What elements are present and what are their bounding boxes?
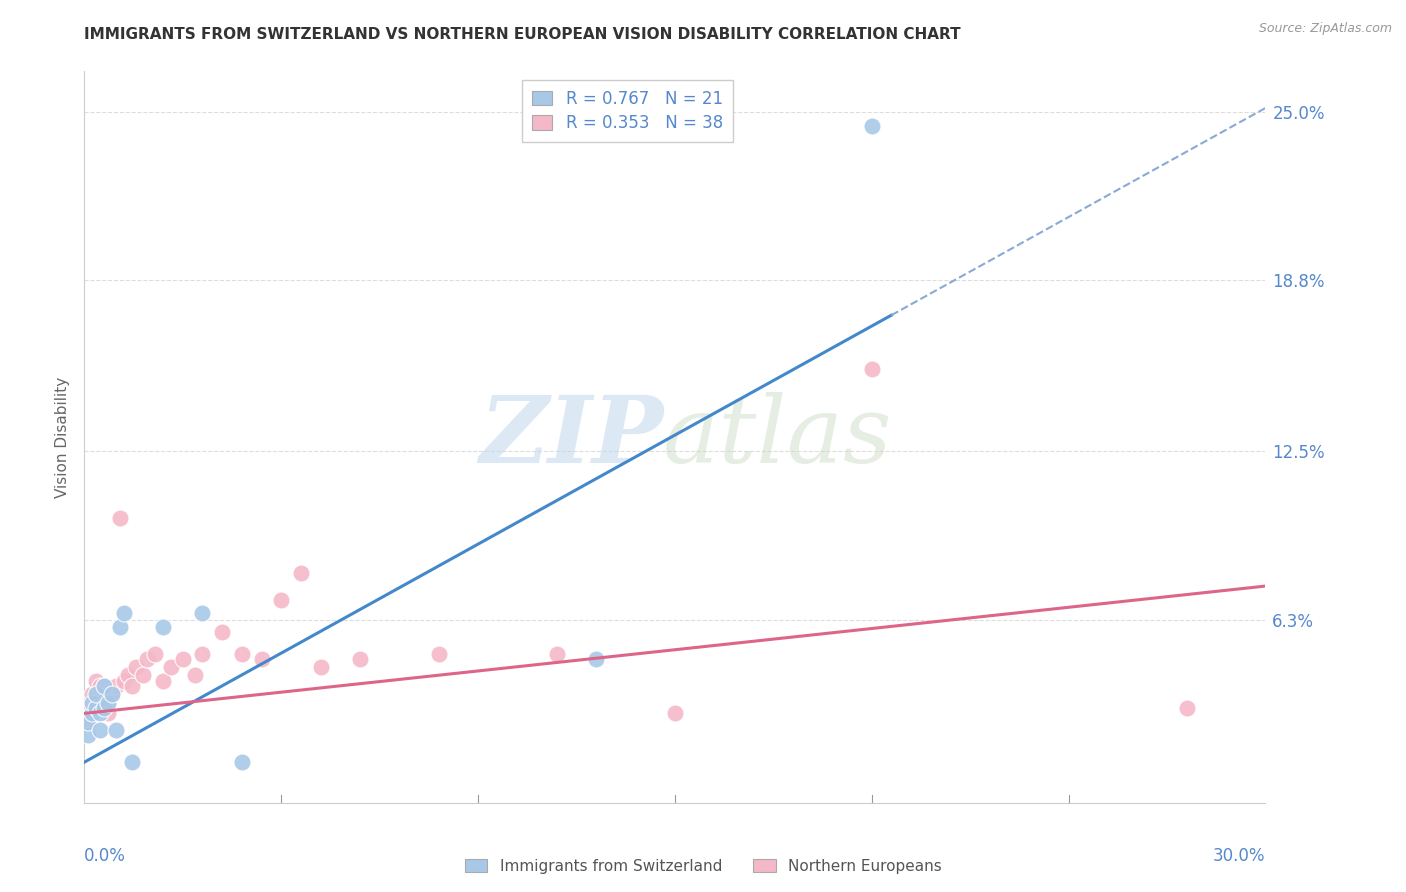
Point [231, 647, 253, 661]
Point [117, 668, 139, 682]
Point [124, 660, 146, 674]
Text: 30.0%: 30.0% [1213, 847, 1265, 864]
Point [82, 688, 104, 702]
Point [108, 511, 131, 525]
Point [132, 668, 155, 682]
Point [97, 696, 120, 710]
Point [93, 701, 115, 715]
Point [97, 706, 120, 721]
Text: 0.0%: 0.0% [84, 847, 127, 864]
Point [152, 620, 174, 634]
Point [290, 566, 312, 580]
Point [160, 660, 183, 674]
Point [585, 652, 607, 666]
Point [84, 673, 107, 688]
Point [191, 606, 214, 620]
Point [82, 696, 104, 710]
Point [104, 679, 127, 693]
Point [309, 660, 332, 674]
Point [172, 652, 194, 666]
Point [664, 706, 686, 721]
Point [84, 701, 107, 715]
Y-axis label: Vision Disability: Vision Disability [55, 376, 70, 498]
Point [112, 673, 135, 688]
Point [84, 688, 107, 702]
Point [89, 706, 111, 721]
Point [191, 647, 214, 661]
Point [860, 362, 883, 376]
Point [97, 696, 120, 710]
Point [121, 755, 143, 769]
Text: Source: ZipAtlas.com: Source: ZipAtlas.com [1258, 22, 1392, 36]
Legend: Immigrants from Switzerland, Northern Europeans: Immigrants from Switzerland, Northern Eu… [458, 853, 948, 880]
Point [82, 706, 104, 721]
Point [77, 701, 100, 715]
Point [84, 696, 107, 710]
Point [152, 673, 174, 688]
Point [112, 606, 135, 620]
Point [82, 706, 104, 721]
Point [101, 688, 124, 702]
Point [93, 679, 115, 693]
Point [860, 119, 883, 133]
Point [77, 714, 100, 729]
Point [1175, 701, 1198, 715]
Legend: R = 0.767   N = 21, R = 0.353   N = 38: R = 0.767 N = 21, R = 0.353 N = 38 [523, 79, 733, 143]
Point [104, 723, 127, 737]
Point [93, 701, 115, 715]
Point [89, 723, 111, 737]
Point [231, 755, 253, 769]
Point [101, 688, 124, 702]
Point [77, 728, 100, 742]
Point [427, 647, 450, 661]
Point [108, 620, 131, 634]
Point [93, 679, 115, 693]
Point [136, 652, 159, 666]
Text: IMMIGRANTS FROM SWITZERLAND VS NORTHERN EUROPEAN VISION DISABILITY CORRELATION C: IMMIGRANTS FROM SWITZERLAND VS NORTHERN … [84, 27, 960, 42]
Point [183, 668, 205, 682]
Point [211, 625, 233, 640]
Point [89, 679, 111, 693]
Text: ZIP: ZIP [479, 392, 664, 482]
Point [250, 652, 273, 666]
Point [546, 647, 568, 661]
Point [270, 592, 292, 607]
Point [143, 647, 166, 661]
Point [77, 714, 100, 729]
Text: atlas: atlas [664, 392, 893, 482]
Point [121, 679, 143, 693]
Point [349, 652, 371, 666]
